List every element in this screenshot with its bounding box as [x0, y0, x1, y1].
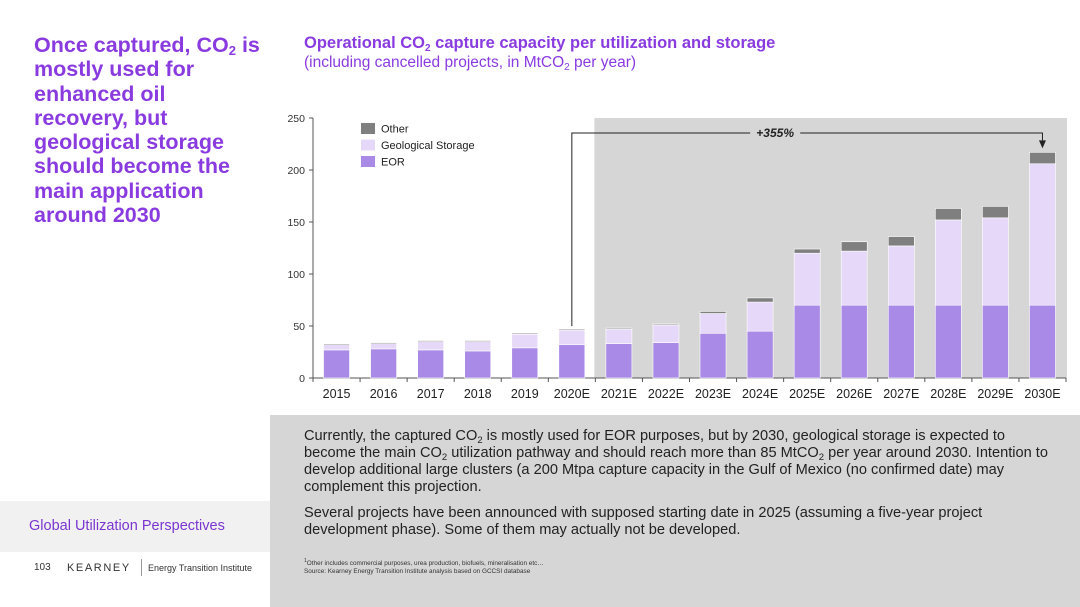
x-tick-label: 2017: [417, 387, 445, 401]
legend-swatch-eor: [361, 156, 375, 167]
page-number: 103: [34, 562, 51, 573]
bar-geological-storage: [700, 314, 726, 334]
chart-card: 0 50 100 150 200 250 2015 2016 2017 2018 2019 2020E…: [270, 0, 1080, 415]
x-tick-label: 2019: [511, 387, 539, 401]
x-tick-label: 2021E: [601, 387, 637, 401]
bar-geological-storage: [888, 246, 914, 305]
section-label: Global Utilization Perspectives: [29, 518, 225, 534]
x-tick-label: 2015: [323, 387, 351, 401]
bar-other: [747, 298, 773, 302]
brand-divider: [141, 559, 142, 576]
x-tick-label: 2029E: [977, 387, 1013, 401]
bar-geological-storage: [841, 251, 867, 305]
y-tick-label: 200: [287, 165, 305, 177]
brand-subtitle: Energy Transition Institute: [148, 563, 252, 573]
brand-logo: KEARNEY: [67, 562, 131, 574]
bar-other: [888, 237, 914, 246]
bar-geological-storage: [606, 329, 632, 344]
chart-title-main: Operational CO2 capture capacity per uti…: [304, 33, 1064, 53]
bar-other: [559, 329, 585, 330]
bar-eor: [982, 305, 1008, 378]
bar-eor: [418, 350, 444, 378]
bar-eor: [1029, 305, 1055, 378]
bar-other: [465, 341, 491, 342]
note-paragraph-2: Several projects have been announced wit…: [304, 505, 1049, 539]
source-text: Source: Kearney Energy Transition Instit…: [304, 568, 544, 576]
bar-other: [935, 208, 961, 219]
bar-other: [794, 249, 820, 253]
x-tick-label: 2020E: [554, 387, 590, 401]
bar-other: [371, 343, 397, 344]
bar-geological-storage: [512, 334, 538, 348]
y-tick-label: 0: [299, 373, 305, 385]
bar-geological-storage: [794, 253, 820, 305]
chart-subtitle: (including cancelled projects, in MtCO2 …: [304, 53, 1064, 72]
x-tick-label: 2024E: [742, 387, 778, 401]
bar-eor: [371, 349, 397, 378]
slide-title: Once captured, CO2 is mostly used for en…: [34, 33, 264, 227]
bar-eor: [559, 345, 585, 378]
bar-eor: [700, 333, 726, 378]
chart-title: Operational CO2 capture capacity per uti…: [304, 33, 1064, 72]
y-tick-label: 100: [287, 269, 305, 281]
x-tick-label: 2018: [464, 387, 492, 401]
legend-swatch-other: [361, 123, 375, 134]
x-tick-label: 2027E: [883, 387, 919, 401]
bar-geological-storage: [982, 218, 1008, 305]
x-tick-label: 2030E: [1024, 387, 1060, 401]
y-tick-label: 250: [287, 113, 305, 125]
bar-geological-storage: [935, 220, 961, 305]
bar-other: [324, 344, 350, 345]
legend-label-other: Other: [381, 124, 409, 136]
footer: 103 KEARNEY Energy Transition Institute: [34, 562, 264, 576]
bar-geological-storage: [371, 344, 397, 349]
left-panel: Once captured, CO2 is mostly used for en…: [0, 0, 270, 607]
bar-eor: [888, 305, 914, 378]
y-tick-label: 50: [293, 321, 305, 333]
bar-geological-storage: [559, 330, 585, 345]
bar-other: [512, 333, 538, 334]
bar-geological-storage: [1029, 164, 1055, 305]
x-tick-label: 2028E: [930, 387, 966, 401]
section-band: Global Utilization Perspectives: [0, 501, 270, 552]
footnote-text: 1Other includes commercial purposes, ure…: [304, 557, 544, 568]
x-tick-label: 2025E: [789, 387, 825, 401]
bar-other: [1029, 152, 1055, 163]
bar-geological-storage: [324, 345, 350, 350]
footnote: 1Other includes commercial purposes, ure…: [304, 557, 544, 576]
right-panel: 0 50 100 150 200 250 2015 2016 2017 2018 2019 2020E…: [270, 0, 1080, 607]
notes-area: Currently, the captured CO2 is mostly us…: [304, 428, 1049, 548]
bar-eor: [841, 305, 867, 378]
x-tick-label: 2022E: [648, 387, 684, 401]
bar-other: [606, 328, 632, 329]
bar-eor: [794, 305, 820, 378]
bar-geological-storage: [418, 342, 444, 350]
x-tick-label: 2026E: [836, 387, 872, 401]
bar-eor: [653, 343, 679, 378]
bar-geological-storage: [747, 302, 773, 331]
bar-eor: [324, 350, 350, 378]
bar-eor: [512, 348, 538, 378]
bar-other: [653, 324, 679, 325]
bar-eor: [747, 331, 773, 378]
bar-eor: [935, 305, 961, 378]
legend-label-eor: EOR: [381, 157, 405, 169]
x-tick-label: 2016: [370, 387, 398, 401]
growth-label: +355%: [756, 126, 794, 140]
x-tick-label: 2023E: [695, 387, 731, 401]
bar-eor: [465, 351, 491, 378]
bar-eor: [606, 344, 632, 378]
bar-other: [418, 341, 444, 342]
legend-swatch-geological-storage: [361, 140, 375, 151]
note-paragraph-1: Currently, the captured CO2 is mostly us…: [304, 428, 1049, 496]
bar-other: [700, 311, 726, 313]
bar-geological-storage: [653, 325, 679, 343]
y-tick-label: 150: [287, 217, 305, 229]
bar-other: [982, 206, 1008, 217]
bar-geological-storage: [465, 342, 491, 351]
legend-label-geological-storage: Geological Storage: [381, 140, 475, 152]
bar-other: [841, 242, 867, 251]
